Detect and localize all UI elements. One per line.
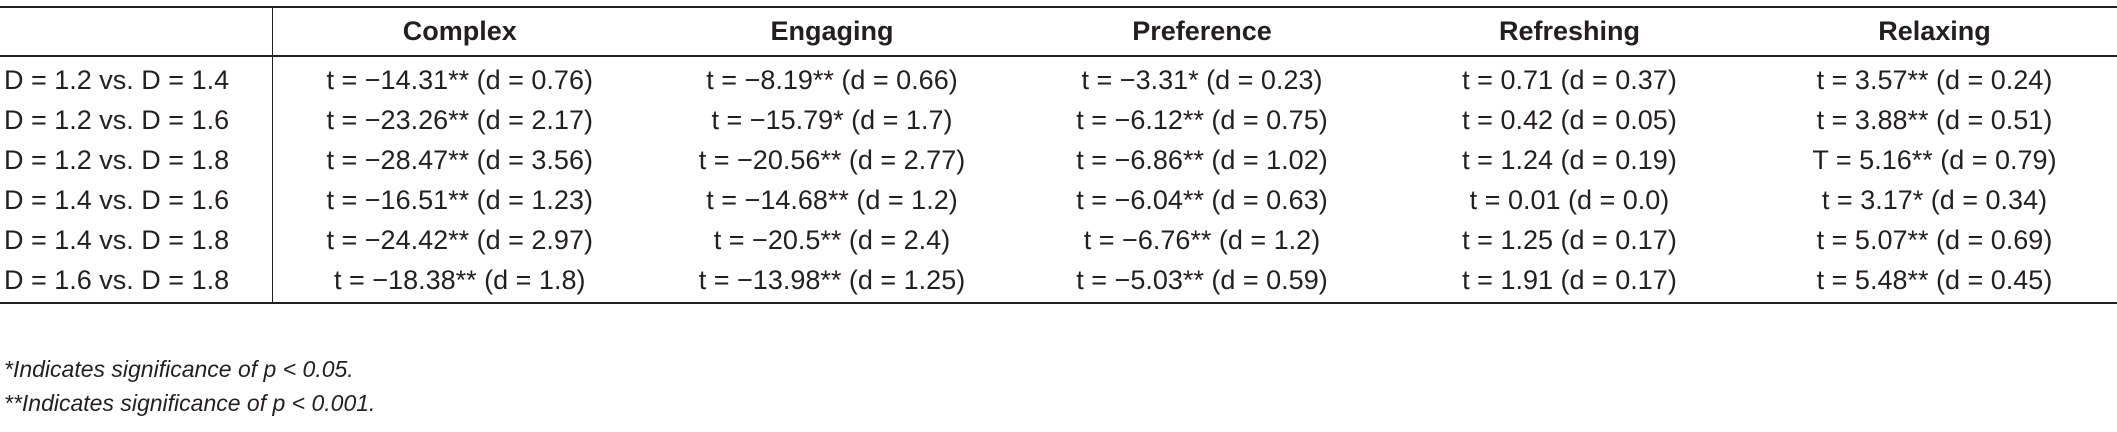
cell-refreshing: t = 0.42 (d = 0.05) <box>1462 105 1677 135</box>
cell-relaxing: T = 5.16** (d = 0.79) <box>1812 145 2057 175</box>
header-corner <box>0 6 273 57</box>
cell-refreshing: t = 1.25 (d = 0.17) <box>1462 225 1677 255</box>
footnote-significance-005: *Indicates significance of p < 0.05. <box>4 356 354 382</box>
cell-relaxing: t = 5.48** (d = 0.45) <box>1752 260 2117 304</box>
row-label: D = 1.2 vs. D = 1.6 <box>0 100 273 140</box>
table-row: D = 1.6 vs. D = 1.8 t = −18.38** (d = 1.… <box>0 260 2117 304</box>
cell-engaging: t = −15.79* (d = 1.7) <box>711 105 953 135</box>
row-label: D = 1.4 vs. D = 1.8 <box>0 220 273 260</box>
cell-refreshing: t = 1.91 (d = 0.17) <box>1387 260 1752 304</box>
cell-preference: t = −5.03** (d = 0.59) <box>1017 260 1387 304</box>
cell-preference: t = −6.04** (d = 0.63) <box>1076 185 1328 215</box>
row-label: D = 1.6 vs. D = 1.8 <box>0 260 273 304</box>
table-row: D = 1.2 vs. D = 1.6 t = −23.26** (d = 2.… <box>0 100 2117 140</box>
cell-complex: t = −24.42** (d = 2.97) <box>326 225 593 255</box>
cell-preference: t = −6.86** (d = 1.02) <box>1076 145 1328 175</box>
cell-complex: t = −18.38** (d = 1.8) <box>272 260 647 304</box>
cell-refreshing: t = 0.71 (d = 0.37) <box>1462 65 1677 95</box>
header-complex: Complex <box>272 6 647 57</box>
cell-complex: t = −23.26** (d = 2.17) <box>326 105 593 135</box>
header-preference: Preference <box>1017 6 1387 57</box>
header-row: Complex Engaging Preference Refreshing R… <box>0 6 2117 57</box>
cell-engaging: t = −8.19** (d = 0.66) <box>706 65 958 95</box>
row-label: D = 1.2 vs. D = 1.4 <box>0 56 273 100</box>
header-relaxing: Relaxing <box>1752 6 2117 57</box>
footnote-significance-0001: **Indicates significance of p < 0.001. <box>4 390 376 416</box>
table-row: D = 1.4 vs. D = 1.6 t = −16.51** (d = 1.… <box>0 180 2117 220</box>
cell-refreshing: t = 1.24 (d = 0.19) <box>1462 145 1677 175</box>
cell-engaging: t = −20.5** (d = 2.4) <box>713 225 951 255</box>
cell-engaging: t = −13.98** (d = 1.25) <box>647 260 1017 304</box>
row-label: D = 1.2 vs. D = 1.8 <box>0 140 273 180</box>
table-row: D = 1.2 vs. D = 1.4 t = −14.31** (d = 0.… <box>0 56 2117 100</box>
cell-relaxing: t = 3.57** (d = 0.24) <box>1816 65 2053 95</box>
table-row: D = 1.4 vs. D = 1.8 t = −24.42** (d = 2.… <box>0 220 2117 260</box>
cell-engaging: t = −20.56** (d = 2.77) <box>698 145 966 175</box>
cell-refreshing: t = 0.01 (d = 0.0) <box>1469 185 1670 215</box>
cell-complex: t = −28.47** (d = 3.56) <box>326 145 593 175</box>
cell-complex: t = −16.51** (d = 1.23) <box>326 185 593 215</box>
cell-engaging: t = −14.68** (d = 1.2) <box>706 185 958 215</box>
cell-relaxing: t = 3.17* (d = 0.34) <box>1821 185 2048 215</box>
header-refreshing: Refreshing <box>1387 6 1752 57</box>
table-row: D = 1.2 vs. D = 1.8 t = −28.47** (d = 3.… <box>0 140 2117 180</box>
cell-preference: t = −6.12** (d = 0.75) <box>1076 105 1328 135</box>
row-label: D = 1.4 vs. D = 1.6 <box>0 180 273 220</box>
header-engaging: Engaging <box>647 6 1017 57</box>
cell-preference: t = −6.76** (d = 1.2) <box>1083 225 1321 255</box>
cell-relaxing: t = 3.88** (d = 0.51) <box>1816 105 2053 135</box>
cell-complex: t = −14.31** (d = 0.76) <box>326 65 593 95</box>
cell-relaxing: t = 5.07** (d = 0.69) <box>1816 225 2053 255</box>
table-footnotes: *Indicates significance of p < 0.05. **I… <box>4 352 375 420</box>
results-table: Complex Engaging Preference Refreshing R… <box>0 6 2117 304</box>
cell-preference: t = −3.31* (d = 0.23) <box>1081 65 1323 95</box>
